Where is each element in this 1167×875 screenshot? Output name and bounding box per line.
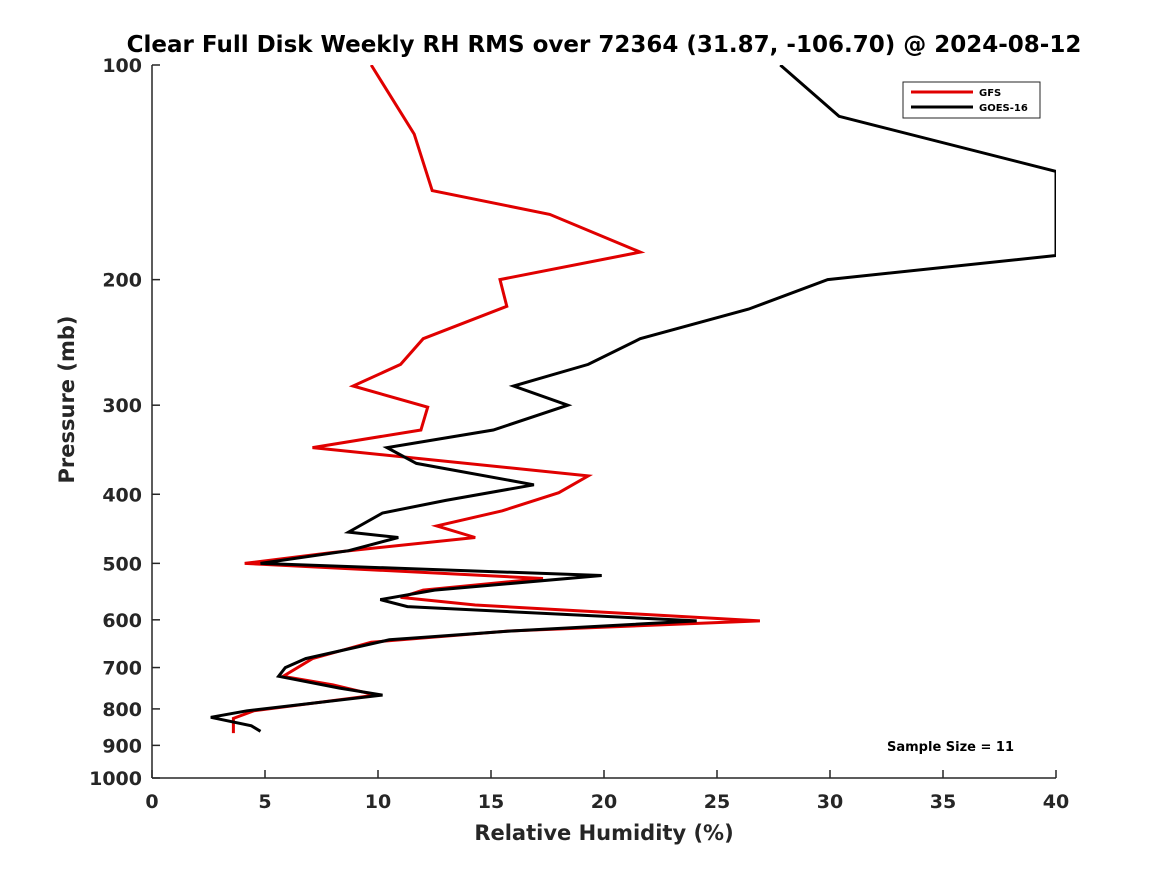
y-tick-label: 900 [102,735,142,757]
y-tick-label: 600 [102,610,142,632]
sample-size-annotation: Sample Size = 11 [887,740,1014,755]
x-tick-label: 15 [478,791,504,813]
x-tick-label: 30 [817,791,843,813]
y-axis-label: Pressure (mb) [55,316,79,484]
y-tick-label: 400 [102,484,142,506]
y-tick-label: 300 [102,395,142,417]
series-group [210,65,1056,734]
legend-label-goes-16: GOES-16 [979,103,1028,114]
y-tick-label: 700 [102,658,142,680]
x-axis-label: Relative Humidity (%) [474,821,733,845]
plot-area: 0 5 10 15 20 25 30 35 40 100 200 300 400 500 600 700 800… [55,55,1069,845]
x-tick-label: 0 [145,791,158,813]
y-tick-label: 500 [102,553,142,575]
legend-label-gfs: GFS [979,88,1001,99]
y-tick-label: 200 [102,270,142,292]
legend: GFS GOES-16 [902,81,1041,119]
legend-box [902,81,1041,119]
y-tick-label: 800 [102,699,142,721]
y-tick-label: 100 [102,55,142,77]
series-line-goes-16 [210,65,1056,733]
series-line-gfs [231,65,760,734]
x-tick-label: 25 [704,791,730,813]
chart-title: Clear Full Disk Weekly RH RMS over 72364… [127,32,1082,58]
x-tick-label: 5 [258,791,271,813]
x-tick-label: 35 [930,791,956,813]
x-tick-label: 40 [1043,791,1069,813]
x-tick-label: 20 [591,791,617,813]
y-tick-label: 1000 [89,768,142,790]
x-tick-label: 10 [365,791,391,813]
